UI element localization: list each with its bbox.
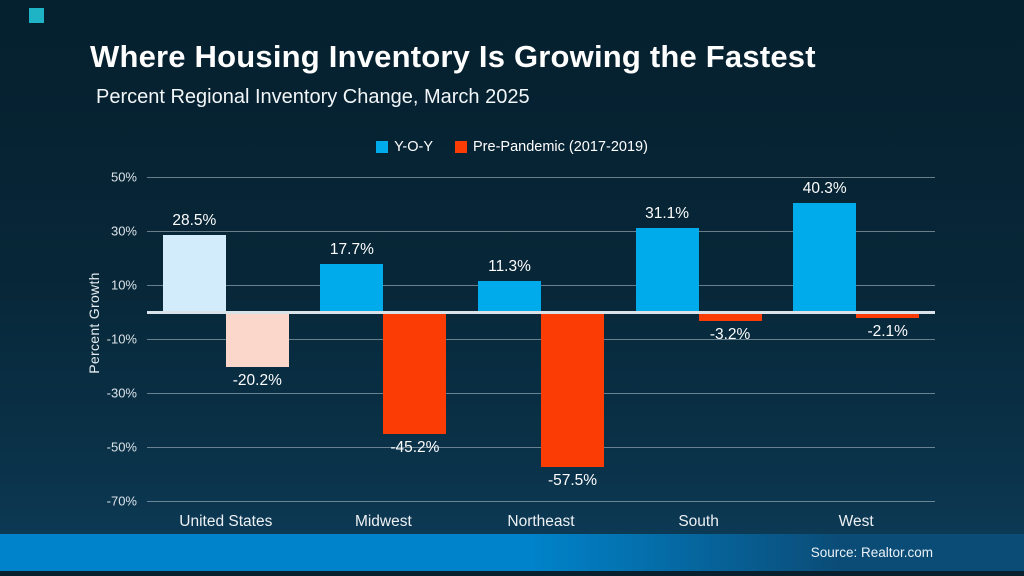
chart-title: Where Housing Inventory Is Growing the F… <box>90 39 816 74</box>
bar-y-o-y-northeast <box>478 281 541 312</box>
value-label-pre-pandemic-2017-2019-united-states: -20.2% <box>232 371 282 389</box>
legend-swatch-yoy-icon <box>376 141 389 153</box>
bar-pre-pandemic-2017-2019-united-states <box>225 312 289 367</box>
legend-label-yoy: Y-O-Y <box>394 139 434 155</box>
gridline--70% <box>147 500 935 502</box>
gridline-50% <box>147 176 935 178</box>
x-axis-label-united-states: United States <box>179 513 273 530</box>
value-label-y-o-y-united-states: 28.5% <box>172 212 217 230</box>
bar-pre-pandemic-2017-2019-midwest <box>383 312 447 435</box>
value-label-pre-pandemic-2017-2019-south: -3.2% <box>709 325 751 343</box>
y-tick-label-30%: 30% <box>110 223 137 239</box>
x-axis-label-south: South <box>678 513 719 530</box>
bar-y-o-y-west <box>793 203 857 312</box>
legend-item-pre-pandemic: Pre-Pandemic (2017-2019) <box>455 139 648 155</box>
source-credit: Source: Realtor.com <box>810 545 933 560</box>
value-label-y-o-y-northeast: 11.3% <box>488 258 531 276</box>
value-label-pre-pandemic-2017-2019-northeast: -57.5% <box>547 472 598 490</box>
gridline-10% <box>147 284 935 286</box>
plot-area: 50% 30% 10% -10% -30% -50% -70% 28.5% -20.2% Unit… <box>107 170 935 530</box>
y-tick-label-50%: 50% <box>110 169 137 185</box>
y-tick-label--30%: -30% <box>106 385 137 401</box>
bar-pre-pandemic-2017-2019-northeast <box>541 312 604 468</box>
y-tick-label--70%: -70% <box>106 493 137 509</box>
legend-swatch-pre-pandemic-icon <box>455 141 468 153</box>
legend-item-yoy: Y-O-Y <box>376 139 433 155</box>
y-tick-label--10%: -10% <box>106 331 137 347</box>
bottom-edge-strip <box>0 571 1024 576</box>
value-label-pre-pandemic-2017-2019-midwest: -45.2% <box>390 439 440 457</box>
legend-label-pre-pandemic: Pre-Pandemic (2017-2019) <box>473 139 648 155</box>
value-label-y-o-y-south: 31.1% <box>645 205 690 223</box>
bar-pre-pandemic-2017-2019-south <box>698 312 762 321</box>
bar-y-o-y-midwest <box>320 264 384 312</box>
legend: Y-O-Y Pre-Pandemic (2017-2019) <box>0 136 1024 158</box>
accent-square <box>29 8 44 23</box>
bar-pre-pandemic-2017-2019-west <box>856 312 920 318</box>
y-tick-label--50%: -50% <box>106 439 137 455</box>
value-label-pre-pandemic-2017-2019-west: -2.1% <box>867 322 908 340</box>
x-axis-label-northeast: Northeast <box>507 513 575 530</box>
x-axis-label-midwest: Midwest <box>354 513 412 530</box>
x-axis-label-west: West <box>838 513 874 530</box>
y-tick-label-10%: 10% <box>110 277 137 293</box>
value-label-y-o-y-west: 40.3% <box>802 180 847 198</box>
bar-y-o-y-united-states <box>162 235 226 312</box>
bar-y-o-y-south <box>635 228 699 312</box>
gridline-30% <box>147 230 935 232</box>
footer-band: Source: Realtor.com <box>0 534 1024 571</box>
value-label-y-o-y-midwest: 17.7% <box>329 241 374 259</box>
zero-axis-line <box>147 310 935 314</box>
chart-subtitle: Percent Regional Inventory Change, March… <box>96 86 530 108</box>
